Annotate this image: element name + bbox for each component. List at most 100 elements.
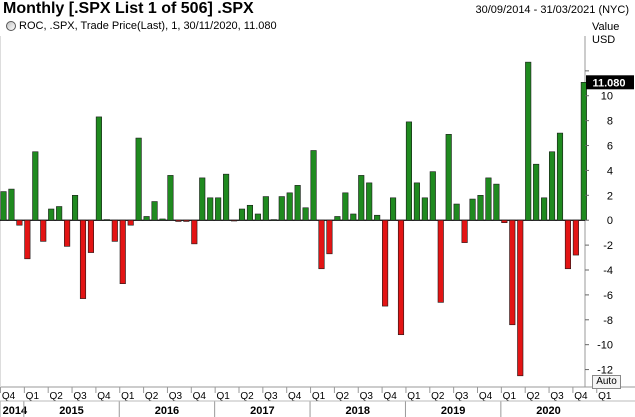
- bar: [199, 177, 206, 221]
- year-label: 2018: [346, 405, 370, 417]
- bar: [485, 177, 492, 221]
- bar: [48, 208, 55, 221]
- bar: [238, 208, 246, 221]
- quarter-label: Q4: [193, 391, 207, 402]
- bar: [397, 219, 405, 336]
- bar: [223, 173, 230, 221]
- bar: [382, 219, 389, 307]
- quarter-label: Q3: [455, 391, 469, 402]
- bar: [95, 116, 102, 221]
- quarter-label: Q1: [503, 391, 517, 402]
- bar: [79, 219, 87, 299]
- bar: [167, 175, 174, 221]
- quarter-label: Q1: [407, 391, 421, 402]
- bar: [64, 219, 71, 247]
- year-label: 2016: [155, 405, 179, 417]
- quarter-label: Q3: [550, 391, 564, 402]
- bar: [493, 183, 500, 221]
- bar: [215, 197, 222, 221]
- bar: [254, 213, 261, 221]
- date-range: 30/09/2014 - 31/03/2021 (NYC): [475, 4, 630, 16]
- bar: [310, 150, 317, 221]
- quarter-label: Q2: [431, 391, 445, 402]
- bar: [111, 219, 118, 242]
- bar: [413, 182, 420, 221]
- bar: [421, 197, 428, 221]
- bar: [103, 219, 110, 221]
- bar: [477, 195, 484, 221]
- bar: [517, 219, 524, 377]
- bar: [564, 219, 572, 270]
- y-tick-label: 8: [607, 116, 613, 128]
- bar: [541, 197, 548, 221]
- bar: [294, 185, 301, 221]
- x-axis: Q4 Q1 Q2 Q3 Q4 Q1 Q2 Q3 Q4 Q1 Q2 Q3 Q4 Q1 Q2 Q3 Q4 Q1 Q2 Q3…: [0, 387, 635, 417]
- bar: [572, 219, 579, 256]
- bar: [334, 216, 341, 221]
- bar: [453, 203, 460, 221]
- bar: [127, 219, 134, 226]
- quarter-label: Q4: [97, 391, 111, 402]
- bar: [366, 182, 373, 221]
- y-tick-label: -2: [603, 240, 613, 252]
- quarter-label: Q3: [264, 391, 278, 402]
- y-tick-label: 2: [607, 190, 613, 202]
- y-tick-label: -6: [603, 290, 613, 302]
- y-tick-label: -4: [603, 265, 613, 277]
- bar: [159, 218, 166, 221]
- quarter-label: Q1: [216, 391, 230, 402]
- chart-frame: [0, 36, 635, 388]
- bar: [405, 121, 413, 221]
- bar: [183, 219, 190, 222]
- bar: [342, 192, 349, 221]
- bar: [286, 192, 293, 221]
- bar: [374, 214, 381, 221]
- quarter-label: Q4: [383, 391, 397, 402]
- quarter-label: Q4: [574, 391, 588, 402]
- quarter-label: Q3: [73, 391, 87, 402]
- bar: [119, 219, 126, 284]
- quarter-label: Q1: [26, 391, 40, 402]
- quarter-label: Q1: [121, 391, 135, 402]
- y-tick-label: 0: [607, 215, 613, 227]
- quarter-label: Q4: [288, 391, 302, 402]
- bar: [533, 163, 540, 221]
- year-label: 2014: [3, 405, 28, 417]
- bar: [8, 188, 15, 221]
- quarter-label: Q2: [336, 391, 350, 402]
- year-label: 2015: [59, 405, 83, 417]
- series-settings-icon[interactable]: [6, 21, 16, 31]
- bar: [350, 213, 357, 221]
- y-tick-label: 6: [607, 141, 613, 153]
- bar: [548, 151, 556, 221]
- bar: [151, 201, 158, 221]
- bar: [40, 219, 47, 242]
- bar: [0, 191, 7, 221]
- bar: [143, 216, 150, 221]
- quarter-label: Q3: [169, 391, 183, 402]
- bar: [56, 206, 63, 221]
- y-tick-label: 4: [607, 165, 613, 177]
- bar: [207, 197, 214, 221]
- bar: [326, 219, 333, 255]
- legend[interactable]: ROC, .SPX, Trade Price(Last), 1, 30/11/2…: [6, 20, 277, 32]
- bars: [0, 61, 587, 377]
- bar: [556, 132, 564, 221]
- bar: [270, 219, 277, 221]
- bar: [389, 197, 397, 221]
- bar: [262, 196, 269, 221]
- bar: [429, 171, 436, 221]
- bar: [135, 137, 142, 221]
- auto-scale-button[interactable]: Auto: [592, 375, 621, 389]
- quarter-label: Q1: [598, 391, 612, 402]
- quarter-label: Q2: [240, 391, 254, 402]
- y-tick-label: 10: [601, 91, 613, 103]
- last-value-label: 11.080: [592, 77, 625, 89]
- bar: [72, 195, 79, 221]
- y-tick-label: -8: [603, 315, 613, 327]
- bar: [358, 175, 365, 221]
- quarter-label: Q2: [527, 391, 541, 402]
- legend-text: ROC, .SPX, Trade Price(Last), 1, 30/11/2…: [19, 20, 277, 32]
- year-label: 2019: [441, 405, 465, 417]
